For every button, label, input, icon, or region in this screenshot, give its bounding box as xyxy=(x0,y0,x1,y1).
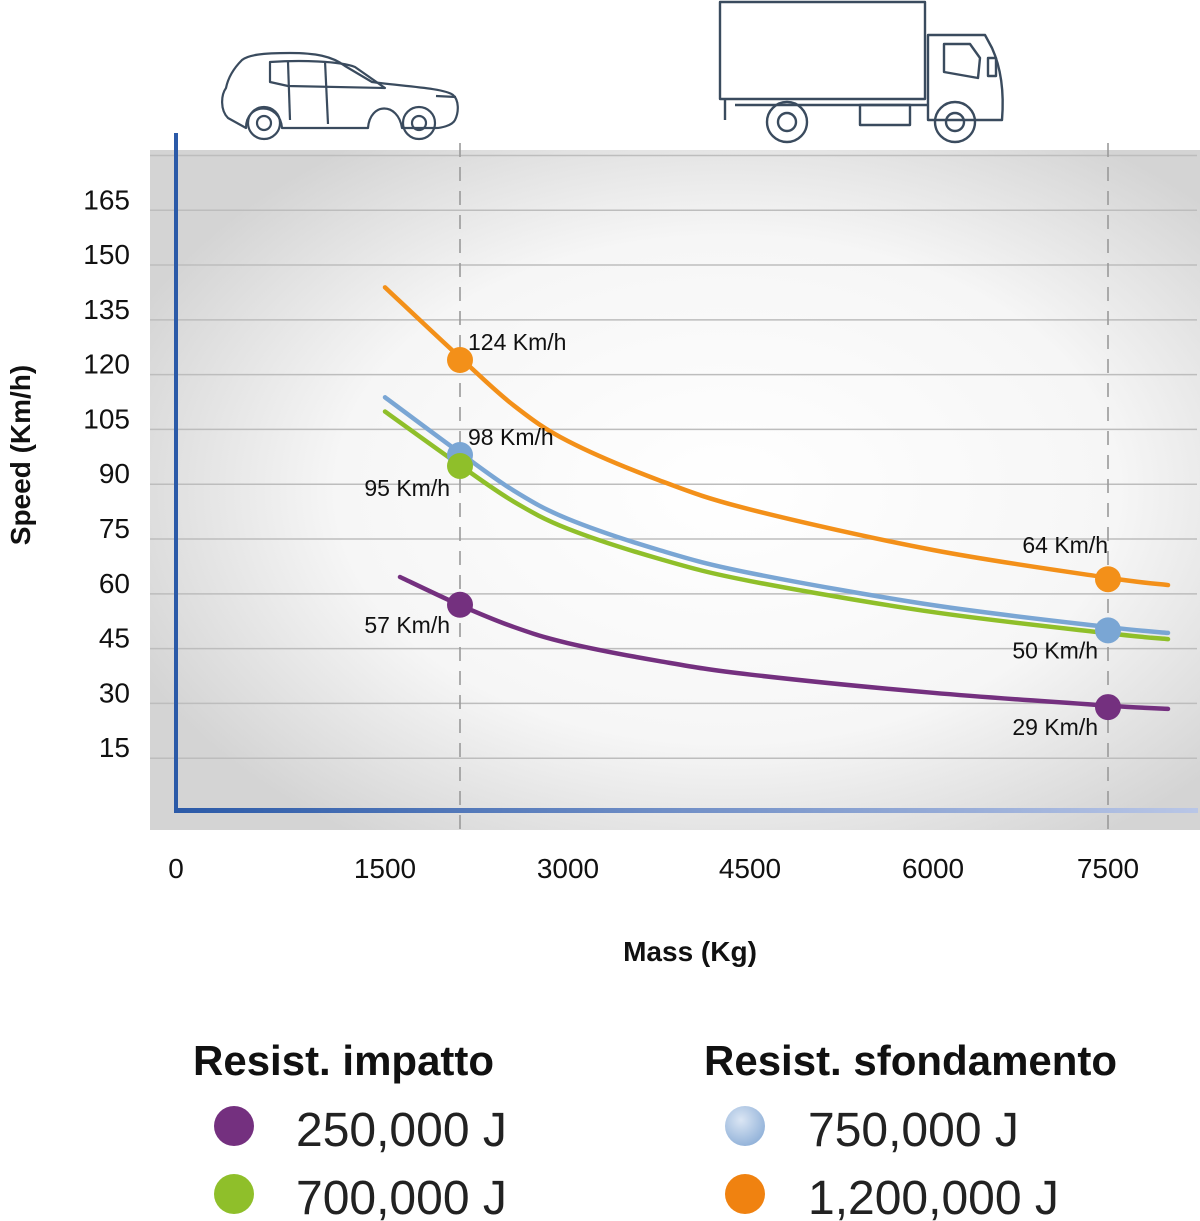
car-icon xyxy=(221,51,459,141)
data-label: 29 Km/h xyxy=(1012,714,1098,740)
data-point-s1200 xyxy=(1095,566,1121,593)
data-label: 64 Km/h xyxy=(1022,532,1108,558)
x-tick-label: 1500 xyxy=(354,853,416,884)
data-point-s1200 xyxy=(447,347,473,374)
legend-title-sfondamento: Resist. sfondamento xyxy=(704,1037,1117,1084)
data-point-s700 xyxy=(447,452,473,479)
data-label: 50 Km/h xyxy=(1012,637,1098,663)
x-tick-labels: 0 1500 3000 4500 6000 7500 xyxy=(168,853,1139,884)
data-point-s250 xyxy=(1095,694,1121,721)
y-tick-label: 135 xyxy=(83,294,130,325)
data-label: 98 Km/h xyxy=(468,424,554,450)
legend-item-700000: 700,000 J xyxy=(296,1172,507,1221)
x-tick-label: 0 xyxy=(168,853,184,884)
legend-swatch-250000 xyxy=(214,1106,254,1146)
legend-item-750000: 750,000 J xyxy=(808,1104,1019,1157)
x-tick-label: 3000 xyxy=(537,853,599,884)
plot-background xyxy=(150,150,1200,830)
y-tick-label: 30 xyxy=(99,677,130,708)
data-point-s250 xyxy=(447,591,473,618)
y-tick-labels: 15 30 45 60 75 90 105 120 135 150 165 xyxy=(83,184,130,763)
y-axis-label: Speed (Km/h) xyxy=(5,365,36,545)
y-tick-label: 150 xyxy=(83,239,130,270)
series-line-s700 xyxy=(382,409,1171,642)
series-line-s1200 xyxy=(382,285,1171,588)
legend-swatch-750000 xyxy=(725,1106,765,1146)
series-line-s750 xyxy=(382,395,1171,636)
legend: Resist. impatto 250,000 J 700,000 J Resi… xyxy=(193,1037,1117,1221)
data-label: 95 Km/h xyxy=(364,475,450,501)
y-tick-label: 90 xyxy=(99,458,130,489)
x-axis-label: Mass (Kg) xyxy=(623,936,757,967)
truck-icon xyxy=(718,0,1004,144)
grid xyxy=(150,154,1197,759)
y-tick-label: 105 xyxy=(83,403,130,434)
legend-swatch-700000 xyxy=(214,1174,254,1214)
y-tick-label: 45 xyxy=(99,623,130,654)
series-curves xyxy=(382,285,1171,712)
y-tick-label: 165 xyxy=(83,184,130,215)
x-axis xyxy=(174,808,1198,813)
data-label: 124 Km/h xyxy=(468,329,566,355)
y-tick-label: 60 xyxy=(99,568,130,599)
data-markers: 124 Km/h 98 Km/h 95 Km/h 57 Km/h 64 Km/h 50 K… xyxy=(364,329,1121,740)
data-point-s750 xyxy=(1095,617,1121,644)
y-tick-label: 15 xyxy=(99,732,130,763)
legend-item-250000: 250,000 J xyxy=(296,1104,507,1157)
x-tick-label: 4500 xyxy=(719,853,781,884)
y-tick-label: 75 xyxy=(99,513,130,544)
data-label: 57 Km/h xyxy=(364,612,450,638)
x-tick-label: 7500 xyxy=(1077,853,1139,884)
legend-item-1200000: 1,200,000 J xyxy=(808,1172,1059,1221)
y-tick-label: 120 xyxy=(83,349,130,380)
series-line-s250 xyxy=(397,574,1171,712)
legend-title-impatto: Resist. impatto xyxy=(193,1037,494,1084)
legend-swatch-1200000 xyxy=(725,1174,765,1214)
x-tick-label: 6000 xyxy=(902,853,964,884)
